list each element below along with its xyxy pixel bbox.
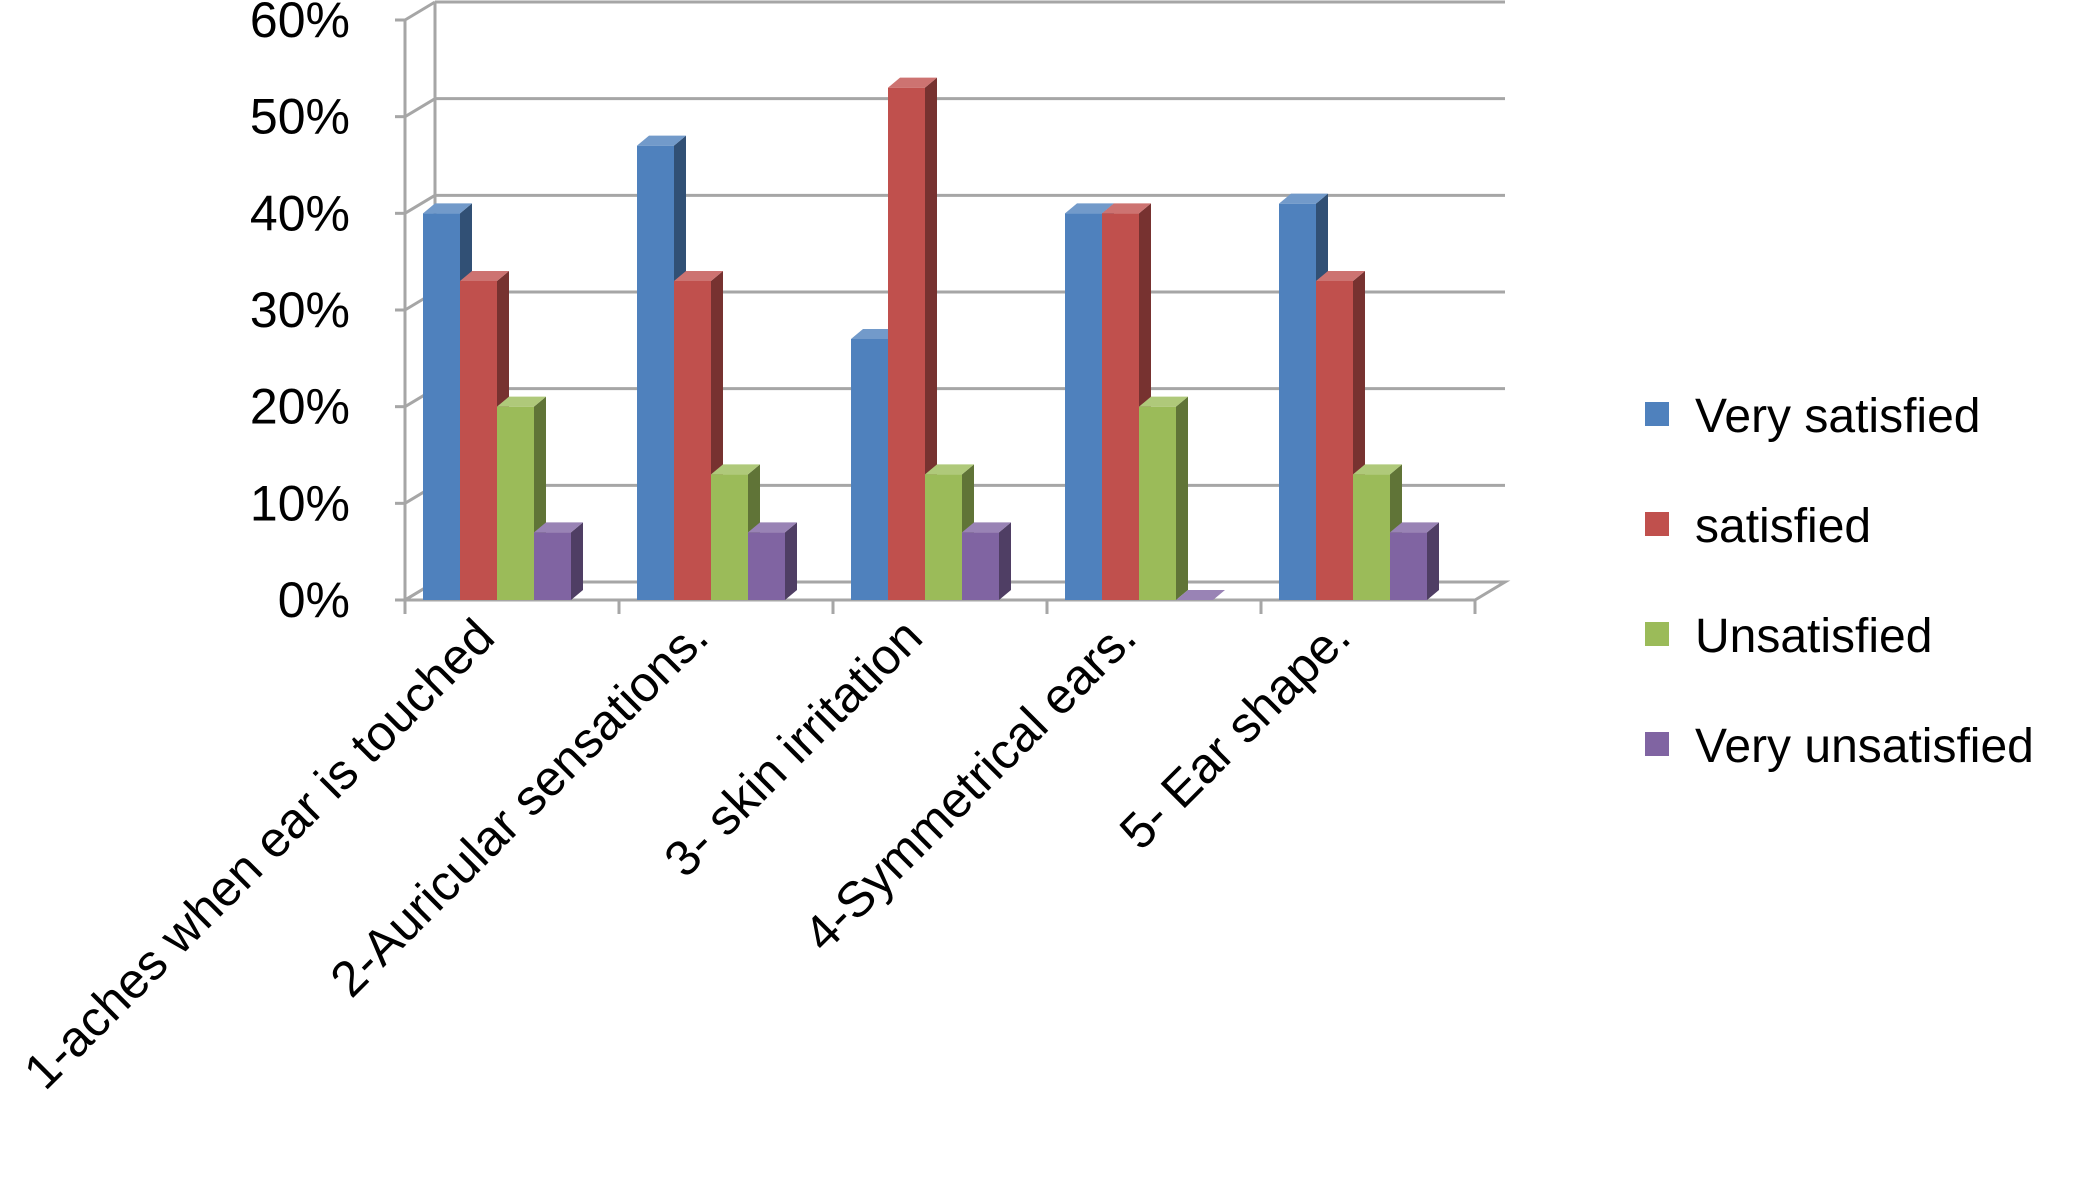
bar-top: [851, 329, 900, 339]
bar: [962, 522, 1011, 600]
legend-swatch: [1645, 512, 1669, 536]
bar: [748, 522, 797, 600]
legend-item: Very unsatisfied: [1645, 720, 2034, 773]
bar: [888, 77, 937, 600]
bar-front: [497, 406, 534, 600]
bar-front: [423, 213, 460, 601]
bar-front: [460, 281, 497, 600]
bar-front: [1279, 203, 1316, 600]
bar-top: [1176, 590, 1225, 600]
bar-top: [1065, 203, 1114, 214]
bar-front: [962, 532, 999, 600]
bar-top: [1353, 464, 1402, 475]
bar: [1390, 522, 1439, 600]
bar: [1176, 590, 1225, 600]
legend-label: Very unsatisfied: [1695, 720, 2034, 773]
bar: [534, 522, 583, 600]
bar-front: [711, 474, 748, 600]
bar-top: [1139, 396, 1188, 407]
bar-top: [711, 464, 760, 475]
y-tick-label: 30%: [250, 282, 350, 338]
bar-top: [1316, 271, 1365, 281]
bar-front: [851, 339, 888, 600]
gridline-side: [404, 97, 436, 118]
bar-front: [1390, 532, 1427, 600]
bar-top: [888, 77, 937, 88]
legend-item: Very satisfied: [1645, 390, 1980, 443]
legend: Very satisfied satisfied Unsatisfied Very u…: [1645, 390, 2034, 773]
x-tick-label: 1-aches when ear is touched: [13, 608, 505, 1100]
legend-swatch: [1645, 402, 1669, 426]
legend-label: satisfied: [1695, 500, 1871, 553]
bar-top: [1390, 522, 1439, 533]
bars: [423, 77, 1439, 601]
y-axis-ticks: 0% 10% 20% 30% 40% 50% 60%: [250, 0, 350, 628]
bar-front: [925, 474, 962, 600]
bar-top: [423, 203, 472, 214]
y-tick-label: 50%: [250, 89, 350, 145]
bar-front: [888, 87, 925, 600]
bar-front: [1102, 213, 1139, 601]
bar-front: [1316, 281, 1353, 600]
legend-swatch: [1645, 732, 1669, 756]
bar-side: [1176, 396, 1188, 600]
bar-side: [999, 522, 1011, 600]
bar-side: [571, 522, 583, 600]
y-tick-label: 0%: [278, 572, 350, 628]
bar-top: [1279, 193, 1328, 204]
bar-front: [637, 145, 674, 600]
bar: [1139, 396, 1188, 600]
x-tick-label: 2-Auricular sensations.: [320, 608, 719, 1007]
bar-side: [1427, 522, 1439, 600]
y-tick-label: 60%: [250, 0, 350, 48]
x-tick-label: 5- Ear shape.: [1109, 608, 1361, 860]
bar-front: [748, 532, 785, 600]
legend-label: Very satisfied: [1695, 390, 1980, 443]
gridline-side: [404, 0, 436, 22]
bar-front: [1139, 406, 1176, 600]
bar-top: [962, 522, 1011, 533]
gridline-side: [404, 194, 436, 215]
bar-top: [497, 396, 546, 407]
bar-top: [748, 522, 797, 533]
legend-label: Unsatisfied: [1695, 610, 1932, 663]
legend-item: satisfied: [1645, 500, 1871, 553]
bar-front: [1065, 213, 1102, 601]
bar-front: [1353, 474, 1390, 600]
bar-top: [1102, 203, 1151, 214]
bar-top: [674, 271, 723, 281]
bar-side: [785, 522, 797, 600]
bar-top: [534, 522, 583, 533]
legend-item: Unsatisfied: [1645, 610, 1932, 663]
bar-top: [637, 135, 686, 146]
y-tick-label: 10%: [250, 475, 350, 531]
bar-front: [674, 281, 711, 600]
y-tick-label: 20%: [250, 379, 350, 435]
bar-top: [925, 464, 974, 475]
bar-top: [460, 271, 509, 281]
legend-swatch: [1645, 622, 1669, 646]
bar-front: [534, 532, 571, 600]
y-tick-label: 40%: [250, 185, 350, 241]
